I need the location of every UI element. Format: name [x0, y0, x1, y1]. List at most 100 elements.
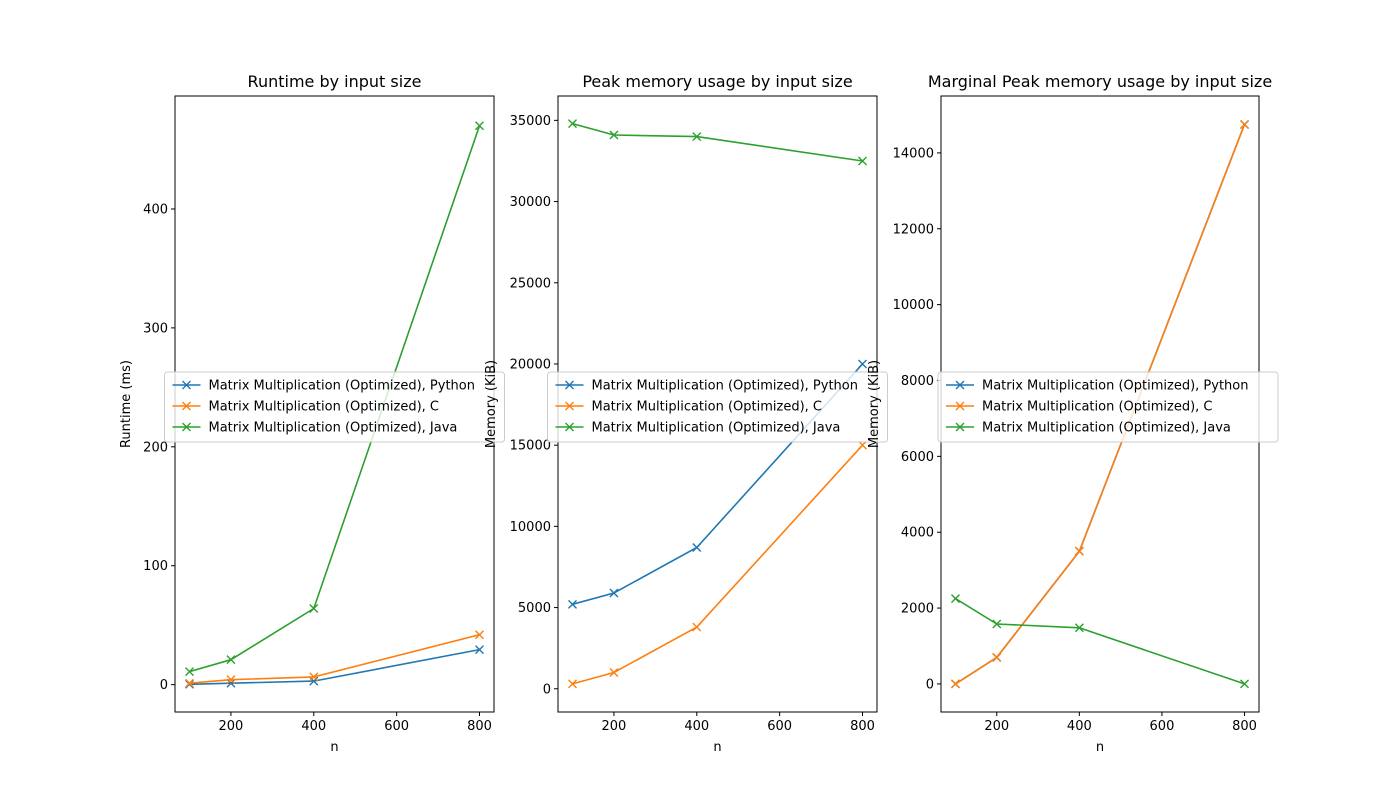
x-tick-label: 800	[467, 719, 492, 734]
chart-panel-1: 200 400 600 800 0 100 200 300 400 Runtime by inpu…	[119, 72, 505, 755]
legend-marker	[565, 422, 574, 432]
legend-marker	[182, 380, 191, 390]
legend-entry: Matrix Multiplication (Optimized), Java	[209, 421, 458, 436]
legend: Matrix Multiplication (Optimized), Pytho…	[937, 371, 1279, 443]
legend-entry: Matrix Multiplication (Optimized), Pytho…	[592, 379, 858, 394]
y-tick-label: 200	[143, 440, 168, 455]
data-point-marker	[568, 679, 577, 689]
y-tick-label: 300	[143, 321, 168, 336]
panel-title: Marginal Peak memory usage by input size	[928, 72, 1272, 91]
data-point-marker	[1074, 623, 1084, 633]
series-line	[955, 124, 1246, 685]
data-point-marker	[309, 672, 319, 682]
y-axis-label: Memory (KiB)	[484, 360, 499, 448]
x-tick-label: 800	[1232, 719, 1257, 734]
y-tick-label: 10000	[893, 298, 934, 313]
legend-frame	[937, 371, 1279, 443]
x-tick-label: 800	[850, 719, 875, 734]
data-point-marker	[692, 542, 702, 552]
x-tick-label: 400	[301, 719, 326, 734]
x-axis-label: n	[1096, 740, 1104, 755]
x-tick-label: 200	[602, 719, 627, 734]
legend-marker	[955, 422, 965, 432]
data-point-marker	[309, 604, 319, 614]
panel-title: Peak memory usage by input size	[582, 72, 852, 91]
x-tick-label: 400	[1067, 719, 1092, 734]
legend-frame	[164, 371, 505, 443]
data-point-marker	[692, 622, 702, 632]
data-point-marker	[992, 652, 1002, 662]
legend-frame	[547, 371, 888, 443]
data-point-marker	[950, 594, 960, 604]
x-tick-label: 600	[1150, 719, 1175, 734]
legend-marker	[955, 380, 965, 390]
data-point-marker	[1074, 546, 1084, 556]
series-matrix-multiplication-optimized-java	[950, 594, 1250, 689]
y-tick-label: 6000	[901, 450, 934, 465]
series-matrix-multiplication-optimized-c	[568, 440, 867, 689]
data-point-marker	[185, 679, 194, 689]
y-tick-label: 8000	[901, 374, 934, 389]
data-point-marker	[309, 676, 319, 686]
data-point-marker	[568, 599, 577, 609]
legend: Matrix Multiplication (Optimized), Pytho…	[547, 371, 888, 443]
y-tick-label: 30000	[510, 195, 551, 210]
series-matrix-multiplication-optimized-c	[185, 630, 484, 688]
legend: Matrix Multiplication (Optimized), Pytho…	[164, 371, 505, 443]
legend-entry: Matrix Multiplication (Optimized), C	[209, 400, 440, 415]
data-point-marker	[226, 655, 236, 665]
data-point-marker	[226, 675, 236, 685]
series-matrix-multiplication-optimized-python	[568, 359, 867, 609]
series-line	[572, 122, 863, 162]
legend-entry: Matrix Multiplication (Optimized), Java	[592, 421, 841, 436]
data-point-marker	[858, 156, 867, 166]
chart-panel-2: 200 400 600 800 0 5000 10000 15000 20000 25000 300…	[484, 72, 888, 755]
data-point-marker	[475, 645, 484, 655]
y-tick-label: 100	[143, 559, 168, 574]
chart-panel-3: 200 400 600 8000200040006000800010000120001…	[867, 72, 1279, 755]
data-point-marker	[185, 667, 194, 677]
series-matrix-multiplication-optimized-java	[568, 119, 867, 166]
data-point-marker	[609, 668, 619, 678]
legend-marker	[182, 422, 191, 432]
data-point-marker	[858, 359, 867, 369]
data-point-marker	[475, 121, 484, 131]
y-tick-label: 0	[543, 682, 551, 697]
y-tick-label: 25000	[510, 276, 551, 291]
legend-marker	[565, 380, 574, 390]
data-point-marker	[992, 619, 1002, 629]
y-tick-label: 10000	[510, 520, 551, 535]
y-tick-label: 0	[160, 678, 168, 693]
y-tick-label: 5000	[518, 601, 551, 616]
series-line	[189, 648, 480, 686]
y-tick-label: 12000	[893, 222, 934, 237]
data-point-marker	[950, 679, 960, 689]
y-tick-label: 15000	[510, 439, 551, 454]
x-tick-label: 200	[984, 719, 1009, 734]
x-tick-label: 400	[684, 719, 709, 734]
y-axis-label: Runtime (ms)	[119, 360, 134, 448]
data-point-marker	[692, 132, 702, 142]
y-tick-label: 4000	[901, 526, 934, 541]
y-tick-label: 2000	[901, 602, 934, 617]
legend-entry: Matrix Multiplication (Optimized), Pytho…	[982, 379, 1248, 394]
panel-title: Runtime by input size	[248, 72, 422, 91]
x-axis-label: n	[713, 740, 721, 755]
x-axis-label: n	[330, 740, 338, 755]
series-matrix-multiplication-optimized-c	[950, 119, 1250, 689]
series-line	[572, 444, 864, 685]
legend-marker	[182, 401, 191, 411]
legend-entry: Matrix Multiplication (Optimized), Java	[982, 421, 1231, 436]
data-point-marker	[185, 678, 194, 688]
x-tick-label: 600	[767, 719, 792, 734]
legend-marker	[955, 401, 965, 411]
data-point-marker	[475, 630, 484, 640]
y-tick-label: 14000	[893, 146, 934, 161]
series-line	[572, 363, 864, 606]
legend-entry: Matrix Multiplication (Optimized), Pytho…	[209, 379, 475, 394]
series-line	[189, 633, 480, 684]
legend-entry: Matrix Multiplication (Optimized), C	[982, 400, 1213, 415]
y-tick-label: 0	[926, 677, 934, 692]
